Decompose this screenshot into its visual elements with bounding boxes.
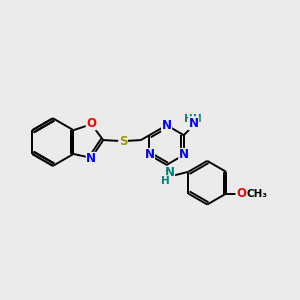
Text: N: N (165, 166, 175, 179)
Text: H: H (184, 114, 193, 124)
Text: S: S (119, 135, 127, 148)
Text: H: H (161, 176, 170, 186)
Text: N: N (179, 148, 189, 161)
Text: N: N (145, 148, 154, 161)
Text: O: O (86, 117, 96, 130)
Text: CH₃: CH₃ (247, 189, 268, 199)
Text: N: N (162, 119, 172, 132)
Text: O: O (236, 187, 246, 200)
Text: N: N (189, 117, 199, 130)
Text: N: N (86, 152, 96, 165)
Text: H: H (193, 114, 202, 124)
